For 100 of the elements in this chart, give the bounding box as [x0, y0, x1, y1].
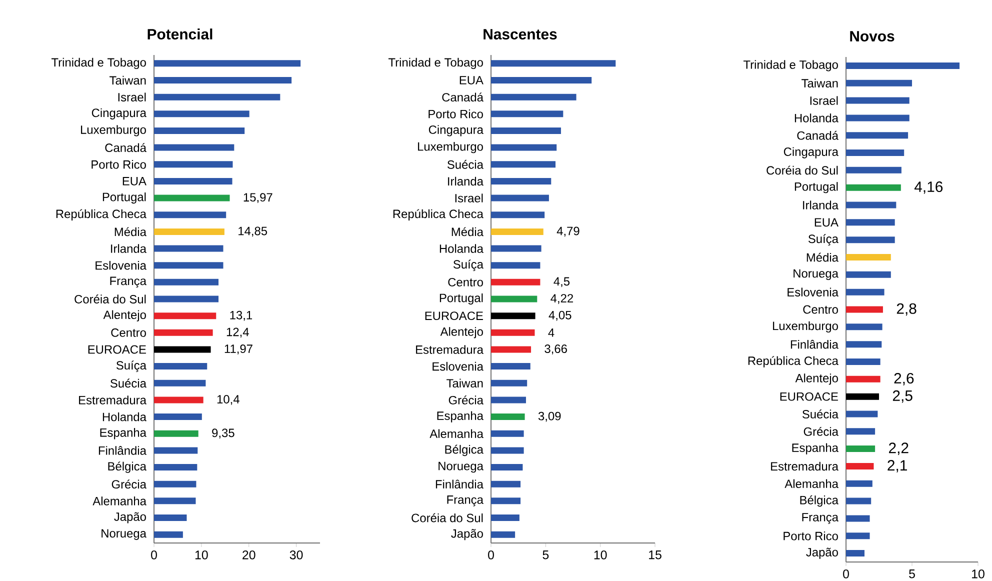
bar — [846, 114, 910, 122]
bar — [154, 262, 224, 269]
y-tick-label: Taiwan — [110, 76, 146, 85]
y-tick-label: Centro — [803, 305, 838, 314]
x-tick-label: 0 — [151, 550, 157, 560]
y-tick-label: Suíça — [808, 234, 838, 246]
bar — [154, 60, 301, 67]
y-tick-label: Alemanha — [92, 496, 146, 506]
data-label: 9,35 — [212, 428, 234, 439]
bar — [491, 464, 523, 471]
y-tick-label: Média — [114, 227, 146, 236]
y-tick-label: França — [802, 513, 838, 524]
data-label: 3,09 — [538, 412, 561, 422]
bar — [846, 410, 878, 418]
y-tick-label: Luxemburgo — [418, 142, 483, 154]
y-tick-label: Japão — [451, 529, 483, 540]
y-tick-label: Média — [452, 227, 484, 236]
bar — [846, 306, 883, 313]
y-tick-label: Finlândia — [98, 446, 146, 455]
bar — [154, 363, 208, 370]
y-tick-label: Luxemburgo — [773, 321, 838, 332]
y-tick-label: Eslovenia — [96, 260, 146, 270]
bar — [491, 161, 556, 168]
bar — [846, 254, 891, 261]
bar — [154, 430, 198, 437]
y-tick-label: Grécia — [112, 480, 146, 489]
y-tick-label: Cingapura — [784, 147, 838, 158]
y-tick-label: Portugal — [794, 182, 838, 194]
y-tick-label: Coréia do Sul — [74, 294, 146, 304]
bar — [846, 236, 895, 244]
bar — [846, 132, 908, 139]
y-tick-label: Irlanda — [803, 200, 838, 210]
bar — [846, 532, 870, 540]
x-tick-label: 30 — [290, 550, 303, 560]
bar — [491, 329, 535, 336]
y-tick-label: EUROACE — [780, 392, 838, 401]
y-tick-label: Portugal — [102, 192, 146, 204]
bar — [846, 428, 876, 435]
y-tick-label: Bélgica — [800, 495, 838, 507]
bar — [154, 346, 211, 353]
bar — [846, 80, 912, 86]
y-tick-label: Coréia do Sul — [412, 513, 483, 522]
y-tick-label: Porto Rico — [428, 110, 483, 118]
y-tick-label: Grécia — [448, 396, 484, 404]
y-tick-label: Holanda — [440, 244, 484, 253]
y-tick-label: Suécia — [110, 378, 146, 388]
y-tick-label: Centro — [111, 328, 146, 337]
y-tick-label: Canadá — [105, 143, 146, 152]
bar — [154, 245, 224, 252]
bar — [491, 480, 521, 488]
bar — [154, 447, 198, 454]
bar — [491, 346, 532, 353]
y-tick-label: EUROACE — [425, 312, 483, 320]
bar — [154, 464, 198, 471]
bar — [491, 363, 530, 370]
y-tick-label: Portugal — [440, 293, 483, 305]
bar — [154, 194, 230, 202]
y-tick-label: EUA — [460, 76, 484, 84]
bar — [491, 94, 576, 100]
y-tick-label: Alentejo — [103, 310, 146, 322]
y-tick-label: Porto Rico — [92, 160, 146, 169]
data-label: 2,8 — [896, 303, 916, 316]
x-tick-label: 0 — [488, 550, 494, 560]
bar — [846, 515, 870, 522]
bar — [491, 262, 540, 269]
data-label: 4,5 — [554, 277, 570, 288]
y-tick-label: Israel — [455, 194, 483, 202]
y-tick-label: Alemanha — [430, 429, 484, 438]
y-tick-label: Alentejo — [440, 327, 483, 338]
x-tick-label: 0 — [843, 570, 849, 578]
y-tick-label: Centro — [448, 278, 483, 286]
y-tick-label: Cingapura — [428, 125, 484, 136]
y-tick-label: Grécia — [804, 426, 838, 436]
y-tick-label: Canadá — [442, 92, 484, 102]
bar — [846, 358, 880, 365]
bar — [846, 446, 876, 452]
data-label: 14,85 — [238, 226, 268, 237]
y-tick-label: Porto Rico — [784, 531, 838, 540]
y-tick-label: Irlanda — [448, 176, 484, 186]
y-tick-label: Noruega — [794, 269, 838, 280]
y-tick-label: Espanha — [100, 428, 146, 440]
bar — [491, 228, 544, 235]
y-tick-label: Alentejo — [795, 374, 838, 385]
bar — [491, 194, 549, 202]
x-tick-label: 10 — [594, 550, 607, 560]
bar — [154, 396, 204, 404]
bar — [491, 278, 540, 286]
bar — [846, 462, 874, 470]
bar — [846, 97, 910, 104]
y-tick-label: Eslovenia — [432, 362, 484, 371]
y-tick-label: Japão — [806, 548, 838, 559]
bar — [491, 178, 552, 184]
y-tick-label: Israel — [810, 96, 838, 105]
x-tick-label: 20 — [242, 550, 256, 560]
bar — [154, 228, 224, 235]
y-tick-label: Finlândia — [790, 340, 838, 349]
y-tick-label: EUROACE — [88, 345, 146, 354]
bar — [491, 76, 592, 84]
bar — [154, 380, 206, 386]
bar — [154, 110, 250, 118]
